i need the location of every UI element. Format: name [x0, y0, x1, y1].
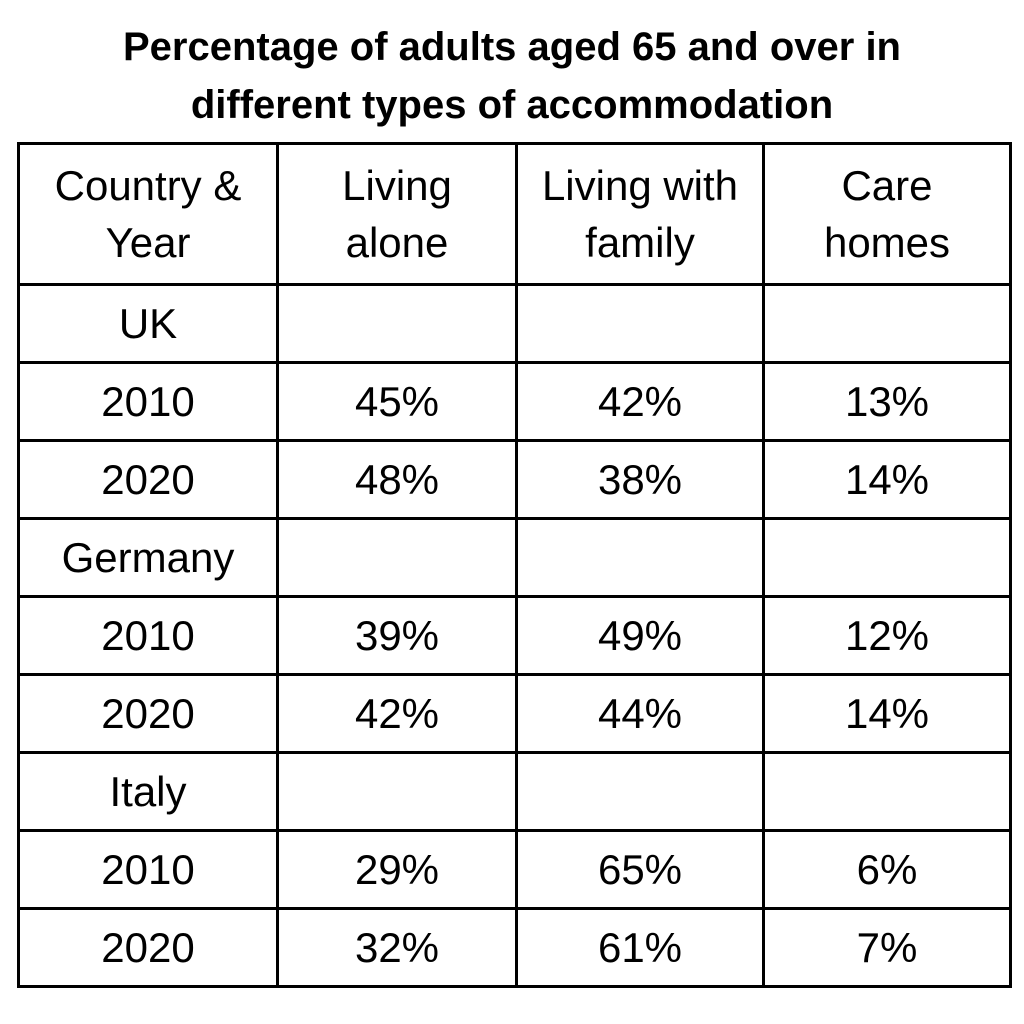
table-header: Country & Year Living alone Living with …: [17, 142, 1012, 286]
table-cell: [515, 517, 765, 598]
table-cell: 44%: [515, 673, 765, 754]
column-header-country-year: Country & Year: [17, 142, 279, 286]
column-header-line: Living with: [541, 162, 739, 209]
table-cell: [515, 283, 765, 364]
header-row: Country & Year Living alone Living with …: [17, 142, 1012, 286]
table-row: 2020 32% 61% 7%: [17, 907, 1012, 988]
column-header-line: Living: [342, 162, 452, 209]
column-header-line: Care: [841, 162, 933, 209]
column-header-line: homes: [823, 219, 951, 266]
table-row: Italy: [17, 751, 1012, 832]
table-cell: 13%: [762, 361, 1012, 442]
column-header-line: Country &: [54, 162, 242, 209]
table-cell: 2020: [17, 673, 279, 754]
table-cell: 32%: [276, 907, 518, 988]
column-header-line: alone: [345, 219, 449, 266]
table-cell: Germany: [17, 517, 279, 598]
table-cell: 39%: [276, 595, 518, 676]
table-row: UK: [17, 283, 1012, 364]
table-cell: [762, 283, 1012, 364]
table-cell: 12%: [762, 595, 1012, 676]
table-row: 2010 45% 42% 13%: [17, 361, 1012, 442]
table-cell: 14%: [762, 673, 1012, 754]
table-row: 2020 42% 44% 14%: [17, 673, 1012, 754]
table-cell: 2010: [17, 361, 279, 442]
column-header-care-homes: Care homes: [762, 142, 1012, 286]
column-header-living-alone: Living alone: [276, 142, 518, 286]
table-cell: 7%: [762, 907, 1012, 988]
table-cell: [762, 517, 1012, 598]
table-cell: [276, 283, 518, 364]
chart-title-line-2: different types of accommodation: [190, 83, 834, 127]
table-cell: [276, 751, 518, 832]
data-table: Country & Year Living alone Living with …: [17, 142, 1012, 988]
table-row: Germany: [17, 517, 1012, 598]
table-row: 2010 39% 49% 12%: [17, 595, 1012, 676]
table-cell: 65%: [515, 829, 765, 910]
table-cell: 2010: [17, 595, 279, 676]
table-cell: Italy: [17, 751, 279, 832]
chart-title: Percentage of adults aged 65 and over in…: [0, 18, 1024, 134]
table-row: 2010 29% 65% 6%: [17, 829, 1012, 910]
table-cell: 42%: [515, 361, 765, 442]
column-header-line: Year: [105, 219, 191, 266]
table-cell: 6%: [762, 829, 1012, 910]
table-cell: 38%: [515, 439, 765, 520]
table-body: UK 2010 45% 42% 13% 2020 48% 38% 14% Ger…: [17, 283, 1012, 988]
table-cell: 45%: [276, 361, 518, 442]
column-header-line: family: [585, 219, 695, 266]
table-cell: 14%: [762, 439, 1012, 520]
chart-title-line-1: Percentage of adults aged 65 and over in: [122, 25, 901, 69]
table-cell: [515, 751, 765, 832]
table-cell: 49%: [515, 595, 765, 676]
table-cell: 61%: [515, 907, 765, 988]
table-cell: 2020: [17, 907, 279, 988]
table-row: 2020 48% 38% 14%: [17, 439, 1012, 520]
table-cell: 2020: [17, 439, 279, 520]
table-cell: [276, 517, 518, 598]
column-header-living-with-family: Living with family: [515, 142, 765, 286]
table-cell: 42%: [276, 673, 518, 754]
table-cell: [762, 751, 1012, 832]
table-cell: UK: [17, 283, 279, 364]
table-cell: 2010: [17, 829, 279, 910]
table-cell: 48%: [276, 439, 518, 520]
table-cell: 29%: [276, 829, 518, 910]
